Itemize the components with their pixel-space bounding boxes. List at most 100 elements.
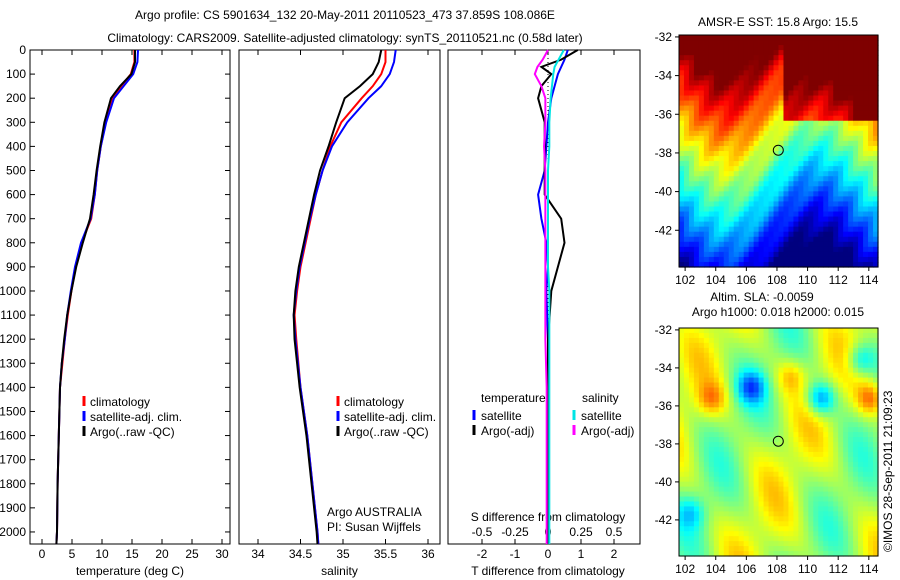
map-cell xyxy=(778,362,785,369)
map-cell xyxy=(728,140,735,147)
map-cell xyxy=(853,342,859,349)
map-cell xyxy=(708,176,715,182)
map-cell xyxy=(873,166,879,172)
map-cell xyxy=(753,526,760,532)
map-cell xyxy=(723,402,730,408)
map-cell xyxy=(853,546,859,552)
map-cell xyxy=(713,516,720,522)
map-cell xyxy=(793,377,799,384)
map-cell xyxy=(838,241,844,248)
map-cell xyxy=(788,511,795,517)
map-cell xyxy=(743,407,750,413)
depth-tick-label: 1400 xyxy=(0,380,26,394)
map-cell xyxy=(848,105,854,112)
map-cell xyxy=(708,526,715,532)
map-cell xyxy=(683,191,690,197)
map-cell xyxy=(813,95,819,102)
map-cell xyxy=(848,151,854,157)
map-cell xyxy=(843,216,849,223)
map-cell xyxy=(733,216,740,223)
map-cell xyxy=(818,347,824,354)
map-cell xyxy=(798,115,804,122)
map-cell xyxy=(833,70,839,76)
map-cell xyxy=(783,135,790,142)
map-cell xyxy=(833,246,839,253)
map-cell xyxy=(873,176,879,182)
map-cell xyxy=(708,201,715,208)
map-cell xyxy=(783,342,790,349)
map-cell xyxy=(863,261,869,268)
map-cell xyxy=(773,347,780,354)
map-cell xyxy=(848,367,854,374)
map-cell xyxy=(688,337,695,344)
map-cell xyxy=(838,328,844,334)
map-cell xyxy=(848,531,854,537)
map-cell xyxy=(688,377,695,384)
map-cell xyxy=(783,501,790,508)
map-cell xyxy=(748,145,755,152)
map-cell xyxy=(838,80,844,87)
map-cell xyxy=(798,397,804,403)
map-cell xyxy=(868,115,874,122)
map-cell xyxy=(728,521,735,527)
map-cell xyxy=(693,367,700,374)
map-cell xyxy=(728,45,735,51)
map-cell xyxy=(858,75,864,81)
map-cell xyxy=(743,100,750,107)
map-cell xyxy=(703,481,710,488)
map-cell xyxy=(873,526,879,532)
map-cell xyxy=(803,337,809,344)
map-cell xyxy=(693,105,700,112)
map-cell xyxy=(713,347,720,354)
map-cell xyxy=(828,422,834,428)
map-cell xyxy=(823,125,829,132)
map-cell xyxy=(818,60,824,66)
map-cell xyxy=(848,402,854,408)
map-cell xyxy=(763,261,770,268)
map-cell xyxy=(743,135,750,142)
map-cell xyxy=(843,35,849,41)
map-cell xyxy=(793,206,799,213)
map-cell xyxy=(788,328,795,334)
map-cell xyxy=(768,140,775,147)
map-cell xyxy=(703,422,710,428)
map-cell xyxy=(703,506,710,512)
map-cell xyxy=(788,201,795,208)
map-cell xyxy=(693,236,700,243)
map-cell xyxy=(698,40,705,46)
map-cell xyxy=(679,551,685,557)
map-cell xyxy=(679,466,685,473)
map-cell xyxy=(733,226,740,233)
map-cell xyxy=(868,251,874,258)
map-cell xyxy=(818,75,824,81)
map-cell xyxy=(793,75,799,81)
map-cell xyxy=(738,456,745,463)
map-cell xyxy=(748,521,755,527)
map-cell xyxy=(708,50,715,56)
map-cell xyxy=(818,50,824,56)
map-cell xyxy=(873,100,879,107)
map-cell xyxy=(843,491,849,498)
map-cell xyxy=(843,357,849,364)
map-cell xyxy=(838,461,844,468)
map-cell xyxy=(723,546,730,552)
map-cell xyxy=(738,130,745,137)
map-cell xyxy=(758,446,765,453)
map-cell xyxy=(688,367,695,374)
map-cell xyxy=(768,437,775,443)
map-cell xyxy=(768,196,775,203)
map-cell xyxy=(838,481,844,488)
map-cell xyxy=(748,201,755,208)
map-cell xyxy=(693,362,700,369)
map-cell xyxy=(813,496,819,503)
map-cell xyxy=(778,40,785,46)
map-cell xyxy=(679,427,685,433)
map-cell xyxy=(828,526,834,532)
map-cell xyxy=(763,392,770,398)
map-cell xyxy=(833,332,839,339)
map-cell xyxy=(698,35,705,41)
map-cell xyxy=(828,60,834,66)
map-cell xyxy=(813,50,819,56)
map-cell xyxy=(768,362,775,369)
map-cell xyxy=(683,45,690,51)
